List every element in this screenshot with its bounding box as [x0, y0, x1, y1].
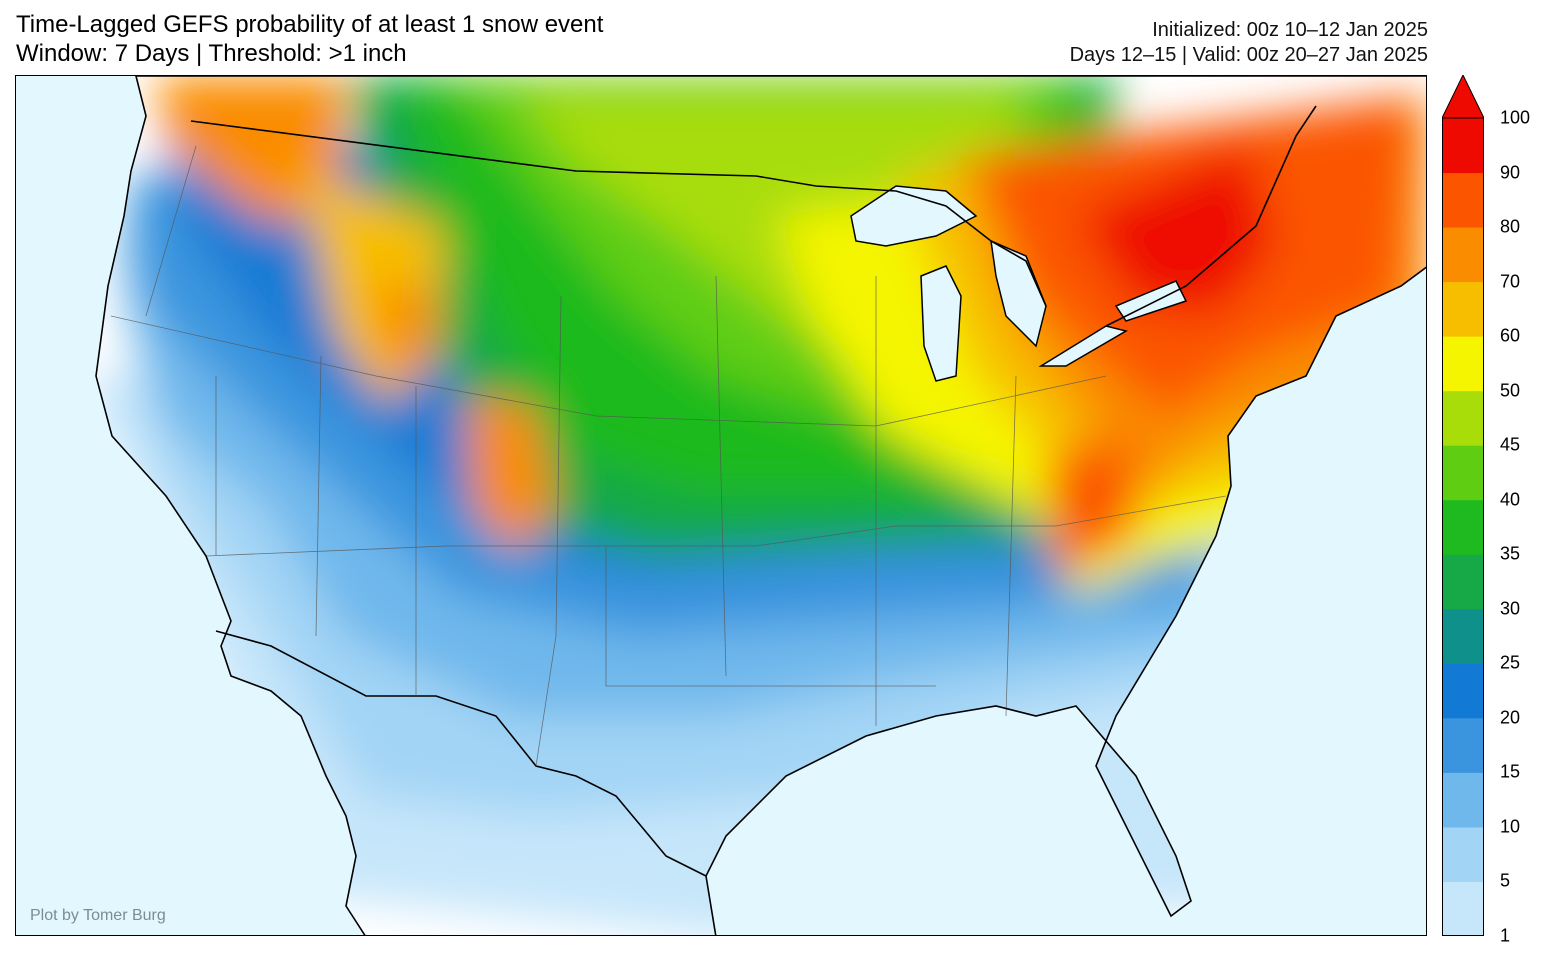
colorbar-tick-label: 60: [1500, 325, 1521, 346]
probability-field: [96, 76, 1426, 935]
snow-probability-map[interactable]: Plot by Tomer Burg: [15, 75, 1427, 936]
map-title: Time-Lagged GEFS probability of at least…: [16, 11, 604, 38]
colorbar: [1442, 75, 1484, 936]
colorbar-segment: [1442, 717, 1484, 773]
colorbar-segment: [1442, 227, 1484, 283]
colorbar-tick-label: 90: [1500, 162, 1521, 183]
colorbar-tick-label: 15: [1500, 761, 1521, 782]
colorbar-tick-label: 20: [1500, 707, 1521, 728]
colorbar-border: [1442, 117, 1484, 936]
colorbar-segment: [1442, 608, 1484, 664]
map-subtitle: Window: 7 Days | Threshold: >1 inch: [16, 40, 407, 67]
colorbar-tick-label: 30: [1500, 598, 1521, 619]
colorbar-segment: [1442, 772, 1484, 828]
colorbar-tick-label: 10: [1500, 816, 1521, 837]
valid-time: Days 12–15 | Valid: 00z 20–27 Jan 2025: [1069, 44, 1428, 66]
colorbar-tick-label: 35: [1500, 543, 1521, 564]
plot-credit: Plot by Tomer Burg: [30, 907, 166, 924]
colorbar-segment: [1442, 390, 1484, 446]
colorbar-tick-label: 1: [1500, 925, 1511, 946]
colorbar-tick-label: 100: [1500, 107, 1531, 128]
colorbar-tick-label: 25: [1500, 652, 1521, 673]
colorbar-tick-label: 80: [1500, 216, 1521, 237]
colorbar-segment: [1442, 826, 1484, 882]
colorbar-segment: [1442, 554, 1484, 610]
init-time: Initialized: 00z 10–12 Jan 2025: [1152, 19, 1428, 41]
colorbar-segment: [1442, 881, 1484, 936]
colorbar-extend-arrow: [1442, 75, 1484, 119]
colorbar-tick-label: 5: [1500, 870, 1511, 891]
great-lakes: [850, 185, 1188, 382]
country-borders: [190, 105, 1317, 877]
colorbar-tick-label: 50: [1500, 380, 1521, 401]
map-canvas: [95, 76, 1426, 935]
colorbar-segment: [1442, 281, 1484, 337]
colorbar-segment: [1442, 445, 1484, 501]
colorbar-segment: [1442, 172, 1484, 228]
state-borders: [110, 145, 1227, 767]
colorbar-tick-label: 40: [1500, 489, 1521, 510]
colorbar-segment: [1442, 118, 1484, 174]
colorbar-tick-label: 70: [1500, 271, 1521, 292]
colorbar-tick-label: 45: [1500, 434, 1521, 455]
colorbar-segment: [1442, 663, 1484, 719]
colorbar-segment: [1442, 499, 1484, 555]
colorbar-segment: [1442, 336, 1484, 392]
